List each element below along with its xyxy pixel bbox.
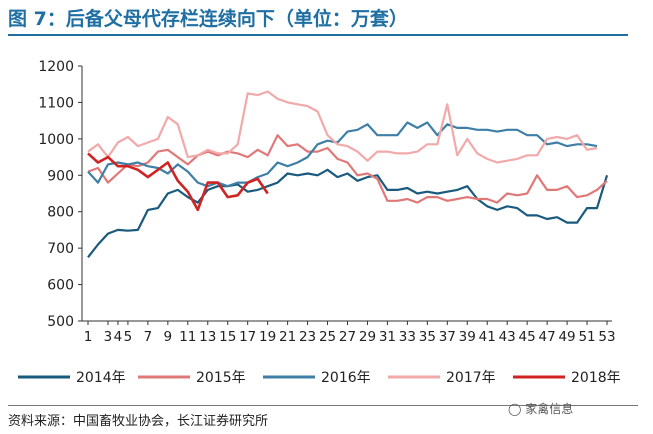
legend: 2014年 2015年 2016年 2017年 2018年 bbox=[18, 370, 621, 386]
series-line-3 bbox=[87, 90, 598, 164]
x-tick-label: 3 bbox=[104, 329, 113, 345]
x-tick-label: 29 bbox=[359, 329, 376, 345]
legend-label-2: 2016年 bbox=[321, 370, 371, 386]
y-tick-label: 900 bbox=[47, 168, 74, 184]
source-note: 资料来源：中国畜牧业协会，长江证券研究所 bbox=[8, 414, 269, 429]
x-tick-label: 47 bbox=[539, 329, 556, 345]
series-line-4 bbox=[87, 152, 269, 212]
x-tick-label: 13 bbox=[199, 329, 216, 345]
series-lines bbox=[87, 90, 609, 258]
x-tick-label: 37 bbox=[439, 329, 456, 345]
x-tick-label: 15 bbox=[219, 329, 236, 345]
x-tick-label: 4 bbox=[114, 329, 123, 345]
x-tick-label: 43 bbox=[499, 329, 516, 345]
x-tick-label: 41 bbox=[479, 329, 496, 345]
chart-title: 图 7：后备父母代存栏连续向下（单位：万套） bbox=[8, 8, 408, 30]
title-rule bbox=[8, 34, 628, 36]
legend-label-4: 2018年 bbox=[571, 370, 621, 386]
x-tick-label: 1 bbox=[84, 329, 93, 345]
series-line-0 bbox=[87, 168, 609, 258]
watermark-text: 家禽信息 bbox=[525, 402, 574, 416]
y-tick-label: 1000 bbox=[38, 132, 74, 148]
x-tick-label: 35 bbox=[419, 329, 436, 345]
x-tick-label: 25 bbox=[319, 329, 336, 345]
watermark: ◯ 家禽信息 bbox=[508, 400, 573, 417]
x-tick-label: 9 bbox=[164, 329, 173, 345]
x-tick-label: 11 bbox=[179, 329, 196, 345]
x-tick-label: 17 bbox=[239, 329, 256, 345]
x-tick-label: 51 bbox=[578, 329, 595, 345]
y-tick-label: 800 bbox=[47, 205, 74, 221]
legend-label-3: 2017年 bbox=[446, 370, 496, 386]
x-tick-label: 27 bbox=[339, 329, 356, 345]
legend-label-1: 2015年 bbox=[196, 370, 246, 386]
y-tick-label: 1100 bbox=[38, 95, 74, 111]
x-tick-label: 39 bbox=[459, 329, 476, 345]
x-tick-label: 23 bbox=[299, 329, 316, 345]
x-tick-label: 21 bbox=[279, 329, 296, 345]
x-tick-label: 53 bbox=[598, 329, 615, 345]
x-tick-label: 45 bbox=[519, 329, 536, 345]
x-tick-label: 31 bbox=[379, 329, 396, 345]
x-tick-label: 49 bbox=[558, 329, 575, 345]
x-tick-label: 7 bbox=[144, 329, 153, 345]
series-line-2 bbox=[87, 121, 598, 188]
y-tick-label: 500 bbox=[47, 314, 74, 330]
wechat-icon: ◯ bbox=[508, 402, 526, 416]
source-rule bbox=[8, 405, 638, 406]
y-tick-label: 1200 bbox=[38, 59, 74, 75]
x-axis: 1 3 4 5 7 9 11 13 15 17 19 21 23 25 27 29 31 33 35 37 39 41 43… bbox=[82, 320, 616, 345]
x-tick-label: 33 bbox=[399, 329, 416, 345]
series-line-1 bbox=[87, 134, 608, 204]
y-tick-label: 700 bbox=[47, 241, 74, 257]
x-tick-label: 5 bbox=[124, 329, 133, 345]
x-tick-label: 19 bbox=[259, 329, 276, 345]
legend-label-0: 2014年 bbox=[76, 370, 126, 386]
y-axis: 500 600 700 800 900 1000 1100 1200 bbox=[38, 59, 83, 330]
y-tick-label: 600 bbox=[47, 278, 74, 294]
